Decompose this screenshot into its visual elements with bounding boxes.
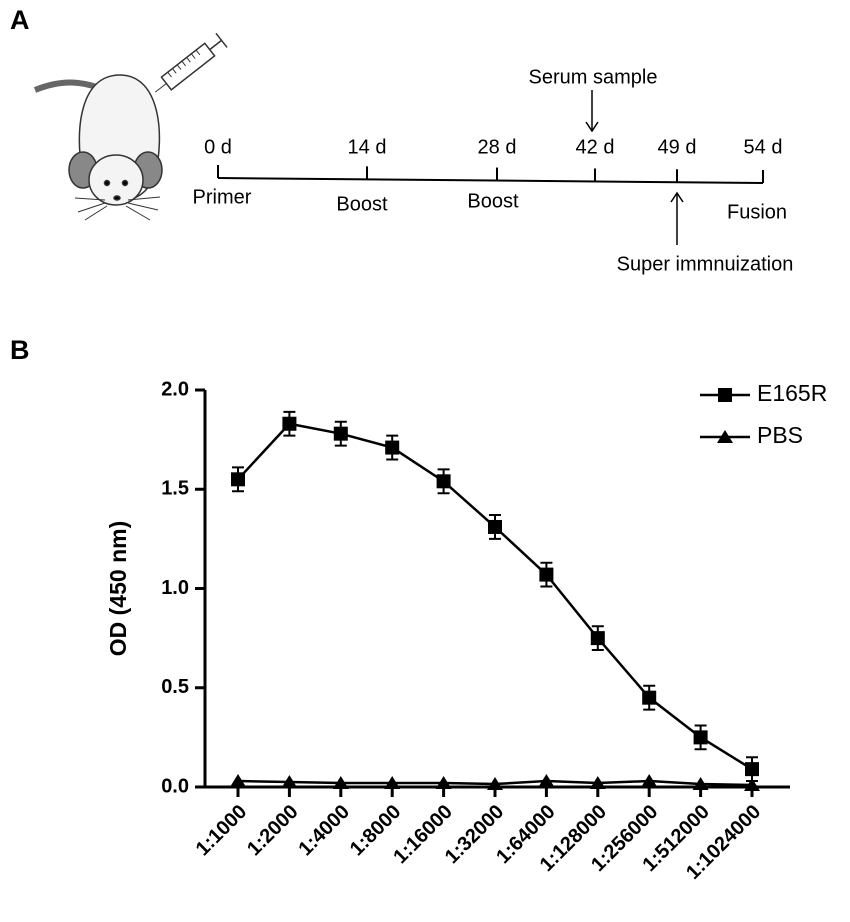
data-point — [487, 777, 503, 791]
data-point — [641, 774, 658, 788]
x-tick-label: 1:4000 — [294, 801, 354, 861]
data-point — [435, 776, 452, 790]
panel-label: B — [10, 335, 30, 365]
data-point — [589, 776, 606, 790]
data-point — [642, 690, 657, 705]
data-point — [281, 775, 298, 789]
arrow-head — [585, 121, 599, 133]
data-point — [693, 730, 708, 745]
data-point — [744, 778, 760, 792]
y-tick-label: 0.5 — [161, 676, 189, 698]
data-point — [333, 426, 348, 441]
timeline-label: 0 d — [204, 136, 232, 158]
annotation: Super immnuization — [617, 253, 794, 275]
timeline-label: 28 d — [478, 136, 517, 158]
timeline-axis — [217, 177, 764, 184]
data-point — [692, 777, 709, 791]
annotation: Serum sample — [529, 66, 658, 88]
event-label: Primer — [193, 186, 252, 208]
data-point — [231, 472, 245, 487]
timeline-label: 54 d — [744, 136, 783, 158]
data-point — [745, 762, 759, 777]
data-point — [538, 774, 555, 788]
event-label: Fusion — [727, 201, 787, 223]
series-line — [237, 422, 753, 771]
timeline-label: 42 d — [576, 136, 615, 158]
y-tick-label: 1.5 — [161, 478, 189, 500]
legend-label: PBS — [757, 422, 803, 448]
y-tick-label: 1.0 — [161, 577, 189, 599]
arrow-head — [670, 191, 684, 203]
legend-marker — [718, 388, 732, 402]
data-point — [385, 440, 400, 455]
data-point — [332, 776, 349, 790]
data-point — [590, 631, 605, 646]
event-label: Boost — [467, 190, 519, 212]
y-axis-title: OD (450 nm) — [105, 521, 131, 656]
mouse-illustration — [33, 32, 228, 221]
y-tick-label: 0.0 — [161, 775, 189, 797]
event-label: Boost — [336, 193, 388, 215]
data-point — [488, 519, 502, 534]
legend-label: E165R — [757, 380, 827, 406]
y-tick-label: 2.0 — [161, 378, 189, 400]
legend-marker — [717, 430, 733, 443]
x-tick-label: 1:1000 — [192, 801, 252, 861]
data-point — [384, 776, 401, 790]
panel-label: A — [10, 5, 30, 35]
data-point — [436, 474, 451, 489]
data-point — [539, 567, 554, 582]
data-point — [230, 774, 246, 788]
data-point — [282, 416, 297, 431]
timeline-label: 49 d — [658, 136, 697, 158]
timeline-label: 14 d — [348, 136, 387, 158]
x-tick-label: 1:2000 — [243, 801, 303, 861]
